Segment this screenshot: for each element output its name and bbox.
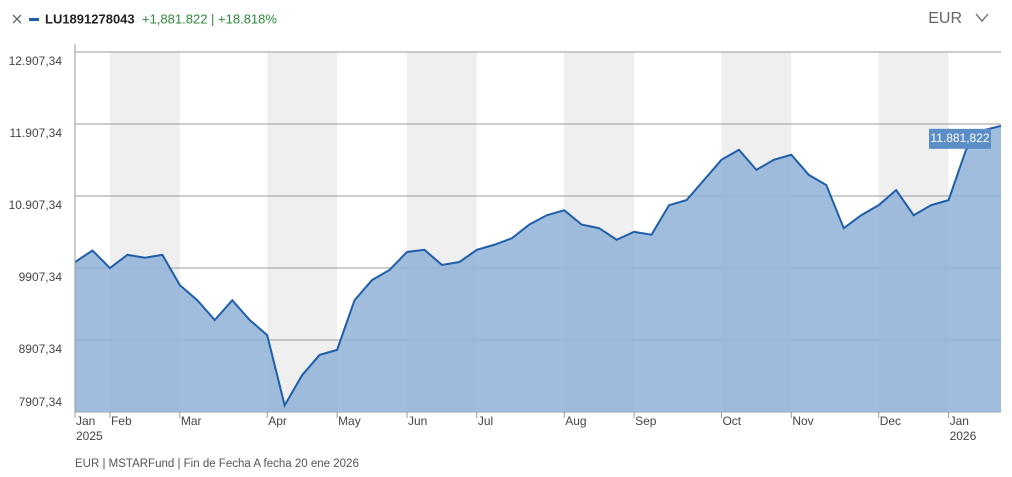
value-label-box xyxy=(929,128,991,149)
line xyxy=(74,124,1002,408)
year-label: 2026 xyxy=(950,429,977,443)
y-tick-label: 11.907,34 xyxy=(10,126,63,140)
footnote: EUR | MSTARFund | Fin de Fecha A fecha 2… xyxy=(75,458,359,470)
change-text: +1,881.822 | +18.818% xyxy=(142,11,277,26)
year-label: 2025 xyxy=(76,429,103,443)
y-tick-label: 10.907,34 xyxy=(9,198,63,212)
x-tick-label: Nov xyxy=(792,414,813,428)
x-tick-label: Feb xyxy=(111,414,132,428)
close-icon[interactable] xyxy=(12,14,22,24)
y-tick-label: 7907,34 xyxy=(19,395,63,409)
x-tick-label: Jul xyxy=(478,414,493,428)
x-tick-label: Aug xyxy=(565,414,586,428)
x-tick-label: Dec xyxy=(880,414,901,428)
month-band xyxy=(267,52,338,412)
x-tick-label: Apr xyxy=(268,414,287,428)
x-tick-label: Sep xyxy=(635,414,657,428)
x-tick-label: Jan xyxy=(76,414,95,428)
y-tick-label: 8907,34 xyxy=(19,342,63,356)
x-tick-label: Jan xyxy=(950,414,969,428)
value-label: 11.881,822 xyxy=(930,131,989,145)
chart-title: LU1891278043 xyxy=(45,11,135,26)
x-tick-label: Mar xyxy=(181,414,202,428)
x-tick-label: Oct xyxy=(722,414,741,428)
area xyxy=(75,125,1001,413)
dropdown-arrow[interactable] xyxy=(975,13,989,22)
legend-swatch xyxy=(29,18,39,21)
x-tick-label: May xyxy=(338,414,361,428)
y-tick-label: 9907,34 xyxy=(19,270,63,284)
currency-select[interactable]: EUR xyxy=(928,10,962,27)
y-tick-label: 12.907,34 xyxy=(9,54,63,68)
x-tick-label: Jun xyxy=(408,414,427,428)
